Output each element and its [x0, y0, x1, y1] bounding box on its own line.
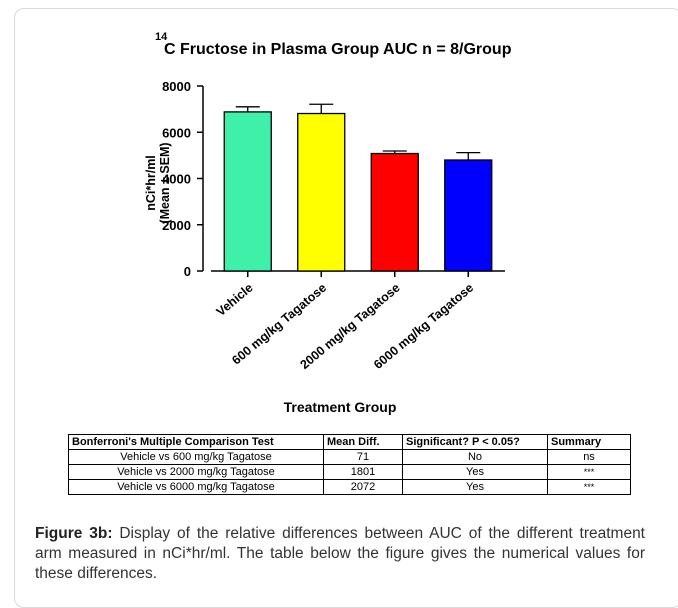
table-cell: *** [547, 479, 631, 495]
table-header-cell: Summary [547, 434, 631, 450]
y-tick-label: 0 [184, 264, 191, 279]
table-row: Vehicle vs 600 mg/kg Tagatose 71 No ns [68, 449, 631, 465]
caption-text: Display of the relative differences betw… [35, 525, 645, 582]
table-header-cell: Mean Diff. [323, 434, 403, 450]
table-cell: Vehicle vs 600 mg/kg Tagatose [68, 449, 324, 465]
figure-frame [14, 8, 678, 608]
y-axis-label-line1: nCi*hr/ml [144, 155, 158, 211]
table-cell: No [402, 449, 548, 465]
y-tick-label: 4000 [162, 172, 191, 187]
y-tick-label: 2000 [162, 218, 191, 233]
figure-caption: Figure 3b: Display of the relative diffe… [35, 524, 645, 584]
table-cell: ns [547, 449, 631, 465]
bar [370, 152, 419, 272]
y-tick-label: 6000 [162, 125, 191, 140]
table-cell: Vehicle vs 6000 mg/kg Tagatose [68, 479, 324, 495]
bar [444, 159, 493, 272]
table-cell: Yes [402, 464, 548, 480]
table-cell: 1801 [323, 464, 403, 480]
bar [223, 111, 272, 272]
table-header-cell: Bonferroni's Multiple Comparison Test [68, 434, 324, 450]
comparison-table: Bonferroni's Multiple Comparison Test Me… [68, 434, 631, 495]
table-cell: Yes [402, 479, 548, 495]
table-cell: 71 [323, 449, 403, 465]
table-cell: 2072 [323, 479, 403, 495]
table-cell: *** [547, 464, 631, 480]
table-row: Vehicle vs 2000 mg/kg Tagatose 1801 Yes … [68, 464, 631, 480]
x-axis-label: Treatment Group [284, 399, 397, 415]
bar [297, 112, 346, 272]
y-tick-label: 8000 [162, 79, 191, 94]
chart-title: C Fructose in Plasma Group AUC n = 8/Gro… [164, 41, 512, 58]
y-axis-label-line2: (Mean ± SEM) [158, 142, 172, 223]
table-header-row: Bonferroni's Multiple Comparison Test Me… [68, 434, 631, 450]
table-header-cell: Significant? P < 0.05? [402, 434, 548, 450]
bar-chart: 14 C Fructose in Plasma Group AUC n = 8/… [144, 31, 512, 415]
chart-title-superscript: 14 [155, 31, 168, 43]
table-cell: Vehicle vs 2000 mg/kg Tagatose [68, 464, 324, 480]
y-axis-label: nCi*hr/ml (Mean ± SEM) [144, 142, 172, 223]
table-row: Vehicle vs 6000 mg/kg Tagatose 2072 Yes … [68, 479, 631, 495]
x-tick-label: Vehicle [214, 281, 256, 319]
caption-label: Figure 3b: [35, 525, 113, 542]
